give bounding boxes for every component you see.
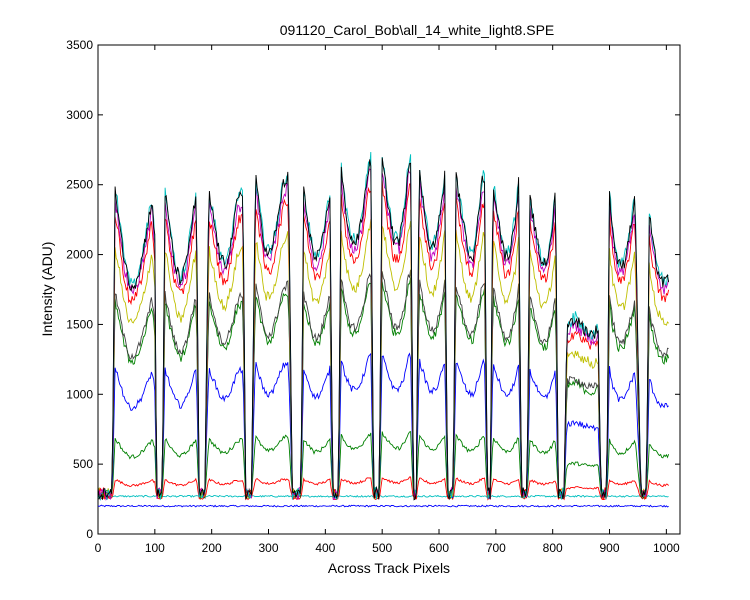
series-line-6 <box>98 277 670 500</box>
x-axis-label: Across Track Pixels <box>328 560 450 576</box>
y-tick-label: 1000 <box>66 387 93 401</box>
series-line-4 <box>98 430 670 500</box>
y-tick-label: 3000 <box>66 108 93 122</box>
series-line-1 <box>98 504 669 508</box>
x-tick-label: 200 <box>202 541 222 555</box>
y-tick-label: 1500 <box>66 317 93 331</box>
y-tick-label: 500 <box>73 457 93 471</box>
series-line-2 <box>98 494 669 498</box>
y-axis-label: Intensity (ADU) <box>39 242 55 337</box>
x-tick-label: 400 <box>315 541 335 555</box>
series-line-5 <box>98 352 669 500</box>
x-tick-label: 1000 <box>653 541 680 555</box>
series-layer <box>98 151 670 508</box>
series-line-9 <box>98 180 670 501</box>
y-tick-label: 0 <box>86 527 93 541</box>
chart-title: 091120_Carol_Bob\all_14_white_light8.SPE <box>280 22 555 38</box>
series-line-3 <box>98 476 669 501</box>
x-tick-label: 600 <box>429 541 449 555</box>
x-axis-ticks: 0 100 200 300 400 500 600 700 800 900 1000 <box>95 45 680 555</box>
x-tick-label: 100 <box>145 541 165 555</box>
series-line-7 <box>98 269 669 499</box>
x-tick-label: 300 <box>258 541 278 555</box>
y-tick-label: 2500 <box>66 178 93 192</box>
x-tick-label: 500 <box>372 541 392 555</box>
series-line-8 <box>98 219 669 500</box>
x-tick-label: 900 <box>600 541 620 555</box>
x-tick-label: 800 <box>543 541 563 555</box>
plot-frame <box>97 44 681 535</box>
y-axis-ticks: 0 500 1000 1500 2000 2500 3000 3500 <box>66 38 680 541</box>
y-tick-label: 2000 <box>66 248 93 262</box>
x-tick-label: 700 <box>486 541 506 555</box>
y-tick-label: 3500 <box>66 38 93 52</box>
x-tick-label: 0 <box>95 541 102 555</box>
series-line-12 <box>98 157 670 501</box>
series-line-10 <box>98 168 670 502</box>
